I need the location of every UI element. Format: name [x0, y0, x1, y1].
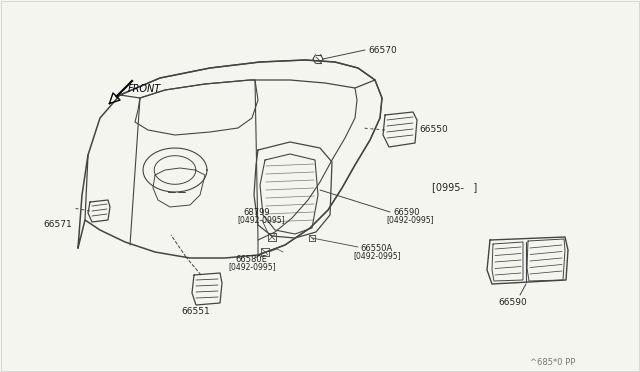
Text: [0492-0995]: [0492-0995] — [228, 262, 276, 271]
Text: 68799: 68799 — [243, 208, 269, 217]
Text: [0492-0995]: [0492-0995] — [353, 251, 401, 260]
Text: 66550A: 66550A — [360, 244, 392, 253]
Text: [0492-0995]: [0492-0995] — [237, 215, 285, 224]
Text: 66590: 66590 — [498, 298, 527, 307]
Text: 66570: 66570 — [368, 46, 397, 55]
Text: [0492-0995]: [0492-0995] — [386, 215, 434, 224]
Text: 66551: 66551 — [181, 307, 210, 316]
Text: 66580E: 66580E — [235, 255, 267, 264]
Text: 66571: 66571 — [43, 220, 72, 229]
Text: 66590: 66590 — [393, 208, 419, 217]
Text: ^685*0 PP: ^685*0 PP — [530, 358, 575, 367]
Text: 66550: 66550 — [419, 125, 448, 134]
Text: FRONT: FRONT — [128, 84, 161, 94]
Text: [0995-   ]: [0995- ] — [432, 182, 477, 192]
